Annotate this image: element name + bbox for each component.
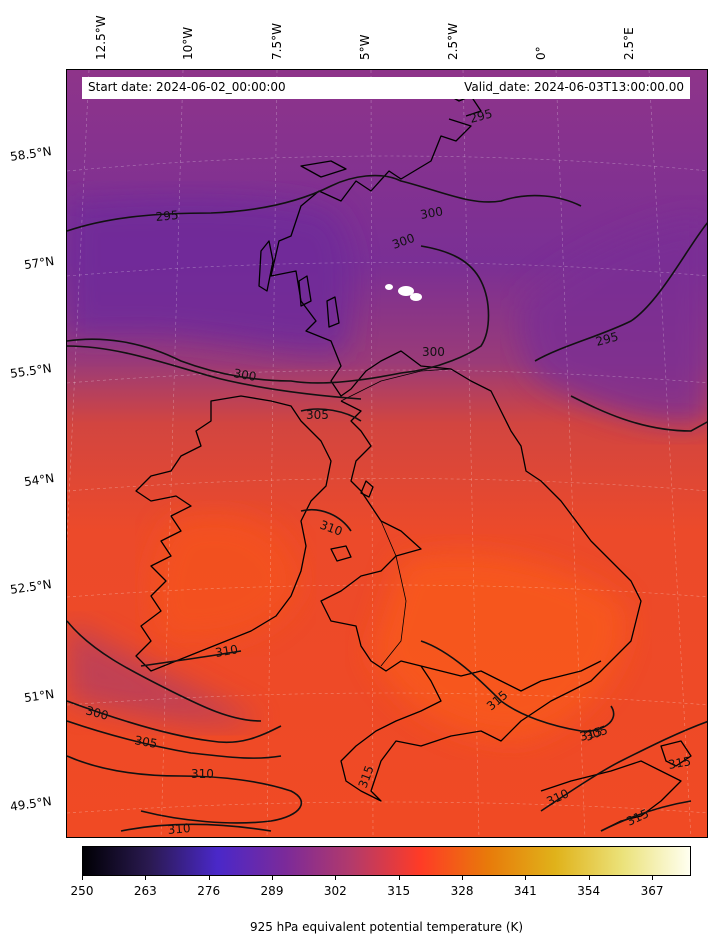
lat-label-57n: 57°N xyxy=(23,253,56,273)
lon-label-2.5w: 2.5°W xyxy=(446,23,460,60)
colorbar-tick xyxy=(82,876,83,880)
contour-310-se xyxy=(540,720,707,812)
colorbar-tick xyxy=(398,876,400,880)
contour-label: 295 xyxy=(594,329,620,348)
colorbar-tick-label: 250 xyxy=(70,884,94,898)
lat-label-52.5n: 52.5°N xyxy=(9,577,53,597)
contour-label: 315 xyxy=(667,754,692,772)
lon-label-12.5w: 12.5°W xyxy=(94,15,108,60)
contour-label: 310 xyxy=(167,821,191,837)
field-warm-ireland xyxy=(150,513,301,644)
contour-295-east-lower xyxy=(570,395,707,432)
contour-305-mid xyxy=(300,408,362,422)
contour-310-ireland xyxy=(140,650,242,667)
colorbar-tick xyxy=(208,876,210,880)
colorbar-tick xyxy=(525,876,527,880)
contour-315-south xyxy=(420,640,615,732)
field-background xyxy=(67,70,707,837)
run-info-box: Start date: 2024-06-02_00:00:00 Valid_da… xyxy=(82,77,690,99)
colorbar-label: 925 hPa equivalent potential temperature… xyxy=(249,920,524,934)
colorbar-tick xyxy=(588,876,590,880)
contour-305-sw xyxy=(67,720,282,759)
lat-label-58.5n: 58.5°N xyxy=(9,144,53,164)
graticule xyxy=(67,70,707,837)
colorbar-tick xyxy=(462,876,464,880)
contour-label: 305 xyxy=(133,733,158,751)
contour-300-north xyxy=(67,245,490,384)
contour-305-west xyxy=(67,620,262,722)
colorbar-tick-label: 341 xyxy=(513,884,537,898)
lat-label-54n: 54°N xyxy=(23,470,56,490)
contour-295-north xyxy=(67,174,582,232)
lon-label-10w: 10°W xyxy=(181,26,195,60)
snow-patches xyxy=(385,284,422,301)
field-cold-band-west xyxy=(67,621,261,725)
colorbar xyxy=(82,846,691,876)
lon-label-7.5w: 7.5°W xyxy=(270,23,284,60)
contour-310-mid xyxy=(300,509,352,532)
lon-label-0: 0° xyxy=(534,46,548,60)
contour-label: 300 xyxy=(419,204,444,222)
contour-label: 315 xyxy=(578,724,604,743)
colorbar-tick-label: 276 xyxy=(197,884,221,898)
coastlines xyxy=(135,90,692,832)
lat-label-55.5n: 55.5°N xyxy=(9,361,53,381)
map-canvas: 295 295 295 300 300 300 300 300 305 305 … xyxy=(67,70,707,837)
contour-295-east xyxy=(534,222,707,362)
colorbar-tick xyxy=(145,876,147,880)
colorbar-tick xyxy=(335,876,337,880)
colorbar-tick-label: 315 xyxy=(387,884,411,898)
colorbar-tick-label: 302 xyxy=(323,884,347,898)
lon-label-5w: 5°W xyxy=(358,34,372,61)
field-cold-band xyxy=(67,196,352,354)
colorbar-tick-label: 354 xyxy=(577,884,601,898)
field-warm-south xyxy=(371,553,627,741)
lat-label-51n: 51°N xyxy=(23,686,56,706)
start-date-text: Start date: 2024-06-02_00:00:00 xyxy=(88,80,286,94)
lon-label-2.5e: 2.5°E xyxy=(622,27,636,60)
contour-label: 295 xyxy=(155,208,179,224)
contour-label: 300 xyxy=(84,703,110,722)
colorbar-tick xyxy=(272,876,273,880)
contour-300-north2 xyxy=(67,345,362,400)
colorbar-tick-label: 328 xyxy=(450,884,474,898)
contour-label: 305 xyxy=(306,408,329,422)
lat-label-49.5n: 49.5°N xyxy=(9,794,53,814)
field-cold-band-east xyxy=(519,216,707,424)
contour-300-west xyxy=(67,700,282,744)
colorbar-tick-label: 289 xyxy=(260,884,284,898)
map-panel[interactable]: 295 295 295 300 300 300 300 300 305 305 … xyxy=(66,69,708,838)
colorbar-tick-label: 367 xyxy=(640,884,664,898)
contour-label-group: 295 295 295 300 300 300 300 300 305 305 … xyxy=(84,106,692,837)
contour-label: 310 xyxy=(191,767,214,781)
contour-lines xyxy=(67,174,707,832)
valid-date-text: Valid_date: 2024-06-03T13:00:00.00 xyxy=(464,80,684,94)
contour-label: 295 xyxy=(468,106,494,125)
contour-310-bottom xyxy=(120,823,272,832)
contour-label: 300 xyxy=(232,366,257,384)
contour-label: 310 xyxy=(214,642,239,660)
contour-label: 300 xyxy=(422,345,445,359)
contour-310-sw xyxy=(67,755,303,824)
colorbar-tick xyxy=(652,876,654,880)
contour-315-se xyxy=(600,800,692,832)
colorbar-tick-label: 263 xyxy=(133,884,157,898)
